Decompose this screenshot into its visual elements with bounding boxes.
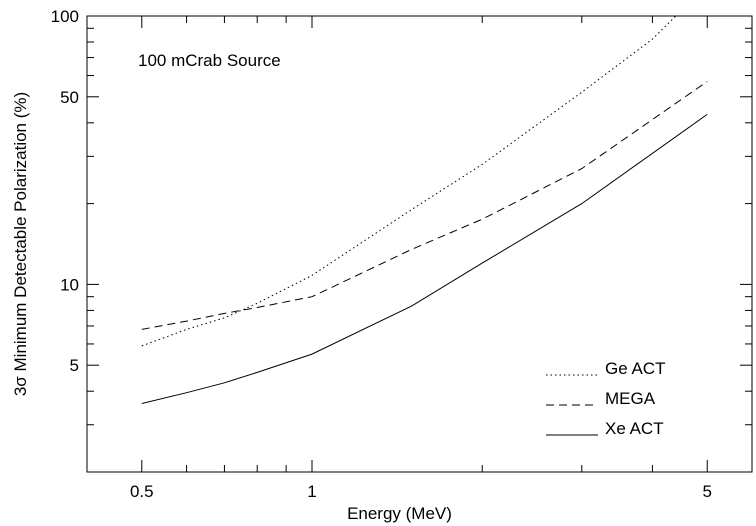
y-tick-label: 50	[60, 88, 79, 107]
x-tick-label: 1	[307, 482, 316, 501]
x-axis-title: Energy (MeV)	[347, 504, 452, 523]
x-tick-label: 5	[702, 482, 711, 501]
plot-frame	[86, 15, 753, 473]
legend-label: Ge ACT	[605, 359, 665, 378]
legend-label: MEGA	[605, 389, 656, 408]
y-tick-label: 5	[70, 356, 79, 375]
annotation-text: 100 mCrab Source	[138, 51, 281, 70]
label-layer: 100 mCrab Source Energy (MeV) 3σ Minimum…	[11, 51, 452, 523]
series-line-ge-act	[141, 16, 677, 347]
y-tick-label: 100	[51, 7, 79, 26]
x-tick-label: 0.5	[130, 482, 154, 501]
y-axis-title: 3σ Minimum Detectable Polarization (%)	[11, 92, 30, 396]
y-tick-label: 10	[60, 275, 79, 294]
legend: Ge ACT MEGA Xe ACT	[546, 359, 665, 438]
legend-label: Xe ACT	[605, 419, 664, 438]
series-line-mega	[141, 81, 708, 330]
series-line-xe-act	[141, 113, 708, 404]
series-layer	[141, 16, 708, 404]
axes-layer: 0.5 1 5 5 10 50 100	[51, 7, 753, 501]
